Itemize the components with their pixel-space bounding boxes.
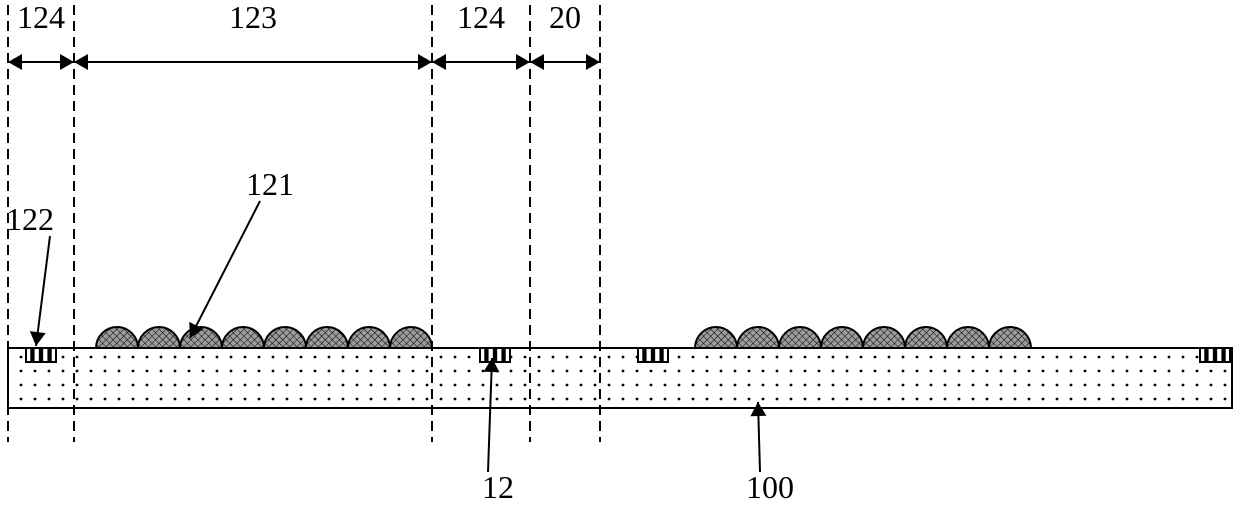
- micro-lens: [348, 327, 390, 348]
- micro-lens: [138, 327, 180, 348]
- micro-lens: [863, 327, 905, 348]
- micro-lens: [737, 327, 779, 348]
- callout-label: 122: [6, 201, 54, 237]
- bond-pad: [1200, 348, 1230, 362]
- callout: 122: [6, 201, 54, 346]
- lens-group-0: [96, 327, 432, 348]
- callout: 100: [746, 402, 794, 505]
- micro-lens: [695, 327, 737, 348]
- dimension-label: 20: [549, 0, 581, 35]
- micro-lens: [222, 327, 264, 348]
- micro-lens: [947, 327, 989, 348]
- micro-lens: [96, 327, 138, 348]
- micro-lens: [306, 327, 348, 348]
- micro-lens: [821, 327, 863, 348]
- micro-lens: [779, 327, 821, 348]
- dimension: 20: [530, 0, 600, 70]
- dimension-label: 123: [229, 0, 277, 35]
- technical-diagram: 124 123 124 20 122 121 12 100: [0, 0, 1240, 516]
- callout-label: 100: [746, 469, 794, 505]
- diagram-root: 124 123 124 20 122 121 12 100: [0, 0, 1240, 516]
- callout-label: 12: [482, 469, 514, 505]
- dimension: 124: [8, 0, 74, 70]
- dimension-label: 124: [457, 0, 505, 35]
- callout: 121: [189, 166, 294, 338]
- micro-lens: [989, 327, 1031, 348]
- micro-lens: [264, 327, 306, 348]
- substrate-layer: [8, 348, 1232, 408]
- bond-pad: [26, 348, 56, 362]
- micro-lens: [390, 327, 432, 348]
- micro-lens: [905, 327, 947, 348]
- dimension: 124: [432, 0, 530, 70]
- callout-label: 121: [246, 166, 294, 202]
- bond-pad: [480, 348, 510, 362]
- dimension-label: 124: [17, 0, 65, 35]
- dimension: 123: [74, 0, 432, 70]
- lens-group-1: [695, 327, 1031, 348]
- bond-pad: [638, 348, 668, 362]
